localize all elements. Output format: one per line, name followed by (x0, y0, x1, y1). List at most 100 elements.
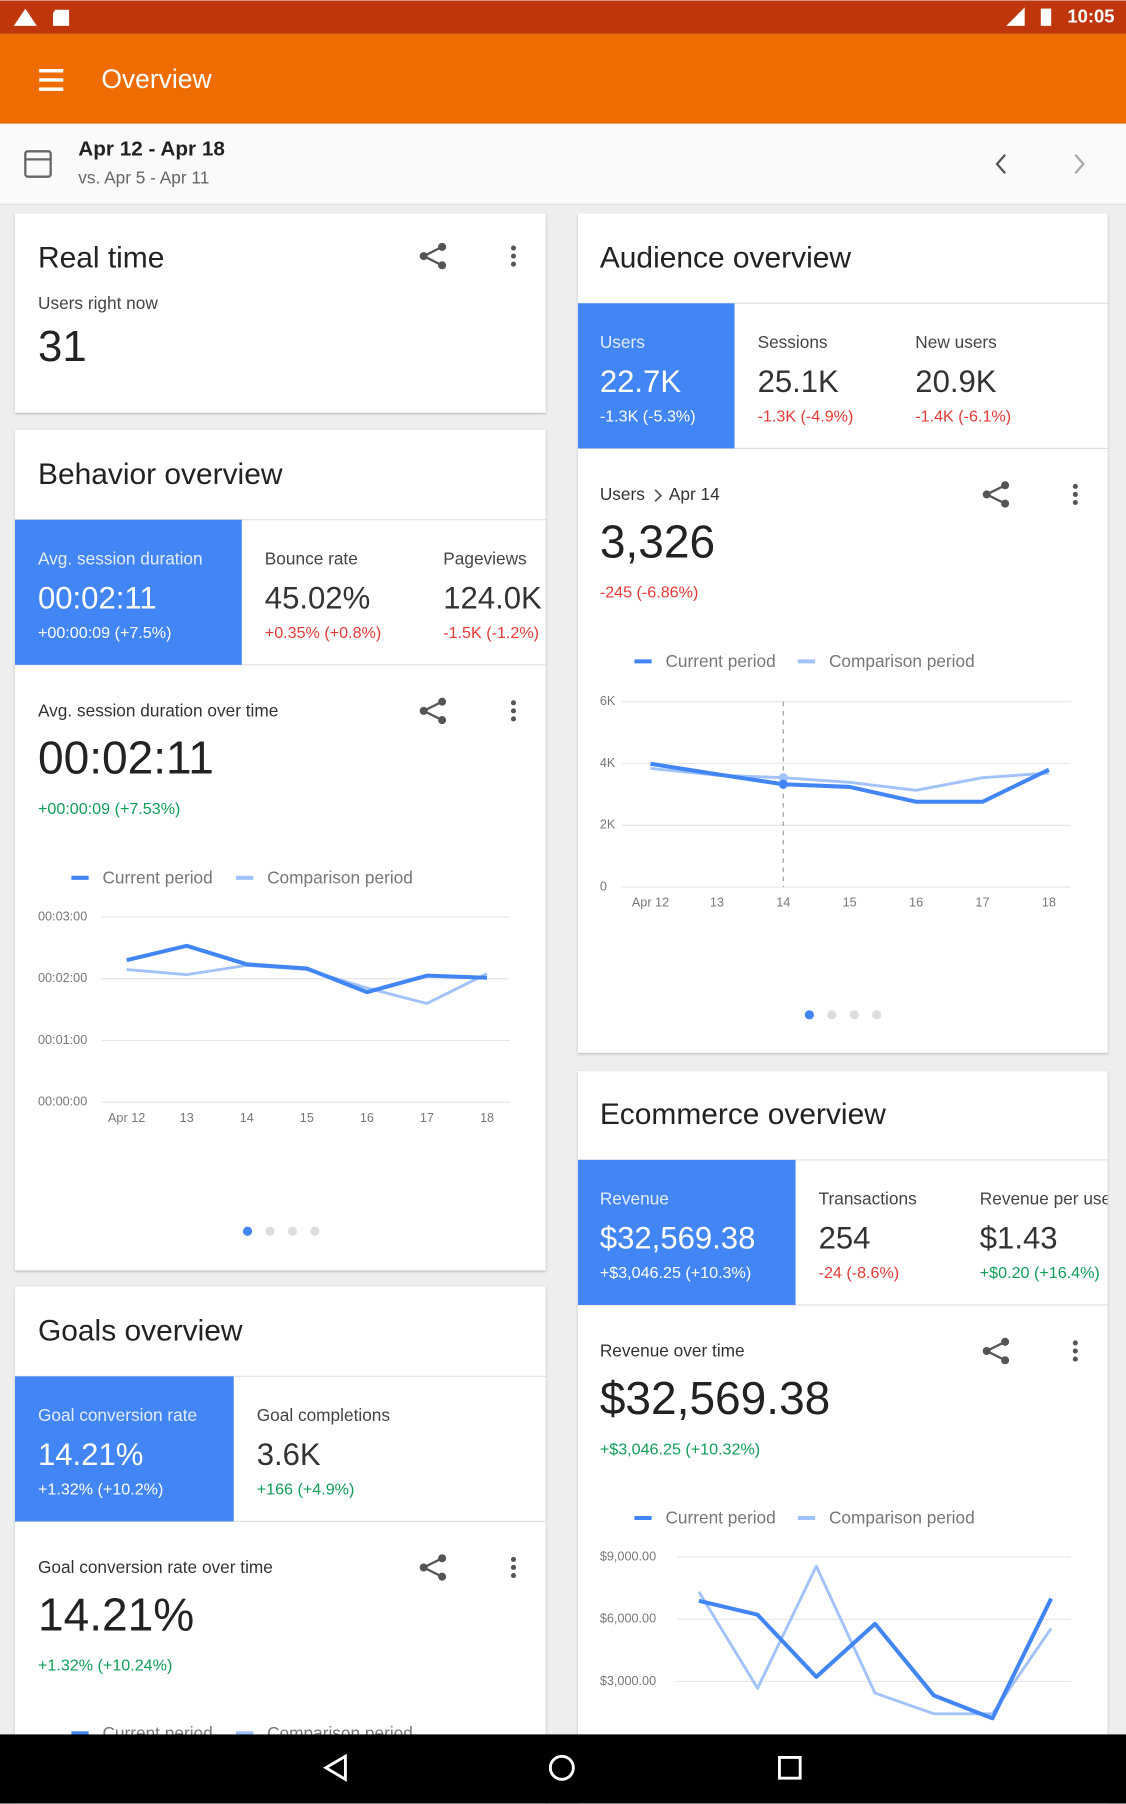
more-dot (510, 253, 517, 259)
metric-tab[interactable]: New users 20.9K -1.4K (-6.1%) (915, 332, 1011, 425)
sd-icon (52, 9, 70, 26)
metric-tab[interactable]: Goal completions 3.6K +166 (+4.9%) (257, 1405, 390, 1498)
metric-label: Users (600, 332, 645, 352)
x-tick-label: 13 (710, 895, 724, 909)
x-tick-label: 15 (843, 895, 857, 909)
page-dot (287, 1226, 298, 1236)
metric-tab[interactable]: Revenue $32,569.38 +$3,046.25 (+10.3%) (577, 1159, 796, 1305)
y-tick-label: 00:01:00 (38, 1033, 87, 1047)
more-dot (510, 1556, 517, 1562)
metric-label: Pageviews (443, 549, 526, 569)
metric-tab[interactable]: Bounce rate 45.02% +0.35% (+0.8%) (265, 549, 381, 642)
legend-label: Comparison period (829, 651, 975, 671)
metric-change: +166 (+4.9%) (257, 1481, 355, 1499)
app-bar (0, 33, 1126, 124)
point (778, 773, 788, 783)
share-button[interactable] (419, 242, 447, 270)
more-dot (510, 716, 517, 722)
share-dot (438, 261, 447, 270)
more-button[interactable] (510, 245, 517, 267)
metric-value: 124.0K (443, 581, 542, 616)
more-dot (510, 700, 517, 706)
y-tick-label: $6,000.00 (600, 1612, 656, 1626)
y-tick-label: $3,000.00 (600, 1674, 656, 1688)
metric-value: 45.02% (265, 581, 370, 616)
app-title: Overview (101, 64, 212, 94)
next-button[interactable] (1074, 154, 1085, 174)
signal-icon (1006, 7, 1025, 26)
more-button[interactable] (510, 700, 517, 722)
calendar-icon (24, 150, 52, 178)
share-button[interactable] (419, 697, 447, 725)
page-dot (849, 1010, 859, 1020)
chart-date: Apr 14 (669, 484, 720, 504)
page-dot (310, 1226, 320, 1236)
metric-change: +$3,046.25 (+10.3%) (600, 1264, 751, 1282)
more-dot (1072, 1340, 1078, 1346)
clock: 10:05 (1067, 6, 1114, 27)
more-button[interactable] (1072, 1340, 1078, 1362)
metric-value: 25.1K (758, 364, 839, 399)
metric-tab-bg (577, 1159, 796, 1305)
prev-button[interactable] (995, 154, 1006, 174)
metric-label: Sessions (758, 332, 828, 352)
line-series (698, 1597, 1053, 1721)
chart-change: +00:00:09 (+7.53%) (38, 800, 180, 818)
date-range: Apr 12 - Apr 18 (78, 138, 225, 161)
metric-tab[interactable]: Users 22.7K -1.3K (-5.3%) (577, 303, 735, 449)
point (778, 779, 788, 789)
card-title: Goals overview (38, 1315, 243, 1348)
x-tick-label: 16 (909, 895, 923, 909)
metric-tab[interactable]: Transactions 254 -24 (-8.6%) (819, 1189, 917, 1282)
share-button[interactable] (982, 1337, 1010, 1365)
metric-tab[interactable]: Sessions 25.1K -1.3K (-4.9%) (758, 332, 854, 425)
x-tick-label: 14 (240, 1111, 254, 1125)
chart-title: Goal conversion rate over time (38, 1557, 273, 1577)
y-tick-label: $9,000.00 (600, 1549, 656, 1563)
chart-value: 00:02:11 (38, 732, 214, 784)
y-tick-label: 6K (600, 694, 616, 708)
metric-tab[interactable]: Goal conversion rate 14.21% +1.32% (+10.2%… (14, 1376, 234, 1522)
metric-value: $32,569.38 (600, 1221, 756, 1256)
y-tick-label: 00:03:00 (38, 909, 87, 923)
calendar-button[interactable] (24, 150, 52, 178)
page-dot (804, 1010, 814, 1020)
date-bar (0, 123, 1126, 205)
metric-tab[interactable]: Pageviews 124.0K -1.5K (-1.2%) (443, 549, 542, 642)
right-column: Audience overview Users 22.7K -1.3K (-5.3%)… (577, 241, 1117, 1721)
recents-button[interactable] (778, 1755, 802, 1780)
battery-icon (1040, 8, 1052, 26)
share-button[interactable] (982, 481, 1010, 508)
chart-title: Users (600, 484, 645, 504)
line-series (126, 943, 488, 995)
status-bar (0, 0, 1126, 34)
metric-value: $1.43 (980, 1221, 1058, 1256)
menu-line (39, 78, 64, 82)
metric-label: Avg. session duration (38, 549, 203, 569)
menu-button[interactable] (39, 69, 64, 91)
metric-tab[interactable]: Avg. session duration 00:02:11 +00:00:09 (… (14, 519, 242, 665)
more-button[interactable] (510, 1556, 517, 1579)
metric-label: Bounce rate (265, 549, 358, 569)
more-dot (1072, 499, 1078, 506)
x-tick-label: 17 (420, 1111, 434, 1125)
home-button[interactable] (548, 1754, 575, 1781)
metric-tab[interactable]: Revenue per user $1.43 +$0.20 (+16.4%) (980, 1189, 1117, 1282)
line-series (650, 761, 1050, 804)
metric-label: Revenue (600, 1189, 669, 1209)
page-dot (265, 1226, 275, 1236)
more-button[interactable] (1072, 483, 1078, 506)
chart-title: Avg. session duration over time (38, 701, 278, 721)
back-button[interactable] (322, 1753, 347, 1782)
metric-value: 31 (38, 322, 87, 371)
more-dot (510, 245, 517, 251)
legend-label: Current period (102, 868, 212, 888)
chart-value: 3,326 (600, 515, 715, 567)
more-dot (510, 708, 517, 714)
y-tick-label: 4K (600, 756, 616, 770)
chart-value: 14.21% (38, 1588, 194, 1640)
metric-change: -1.3K (-4.9%) (758, 408, 854, 426)
share-button[interactable] (419, 1554, 447, 1581)
chart-title: Revenue over time (600, 1341, 745, 1361)
